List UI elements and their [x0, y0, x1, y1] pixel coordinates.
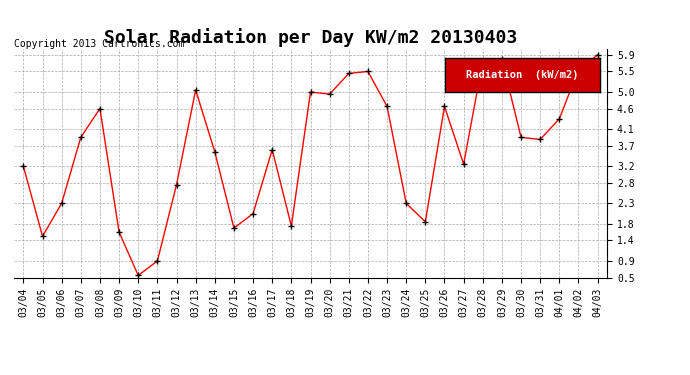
- Title: Solar Radiation per Day KW/m2 20130403: Solar Radiation per Day KW/m2 20130403: [104, 28, 517, 47]
- Text: Radiation  (kW/m2): Radiation (kW/m2): [466, 70, 579, 80]
- Text: Copyright 2013 Cartronics.com: Copyright 2013 Cartronics.com: [14, 39, 184, 50]
